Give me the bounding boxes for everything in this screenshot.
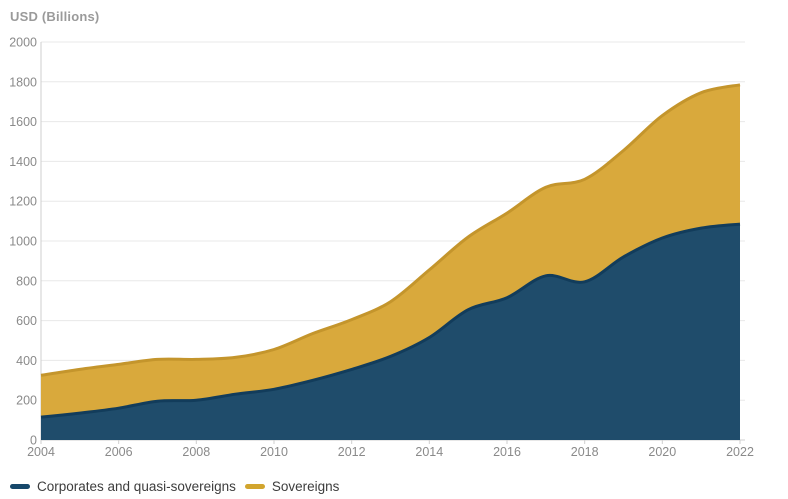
legend: Corporates and quasi-sovereigns Sovereig… xyxy=(10,479,339,494)
y-axis-label-800: 800 xyxy=(16,274,37,288)
legend-item-sovereigns: Sovereigns xyxy=(244,479,340,494)
y-axis-label-1000: 1000 xyxy=(9,235,37,249)
y-axis-label-1800: 1800 xyxy=(9,75,37,89)
y-axis-label-1600: 1600 xyxy=(9,115,37,129)
legend-marker-sovereigns-icon xyxy=(244,484,265,489)
x-axis-label-2012: 2012 xyxy=(338,445,366,459)
x-axis-label-2020: 2020 xyxy=(648,445,676,459)
y-axis-label-400: 400 xyxy=(16,354,37,368)
corporates-edge-line xyxy=(40,222,741,419)
x-axis-label-2008: 2008 xyxy=(182,445,210,459)
stacked-area-chart: 0 200 400 600 800 1000 1200 1400 1600 1800 2000 200… xyxy=(9,36,754,460)
legend-label-corporates: Corporates and quasi-sovereigns xyxy=(37,479,236,494)
x-axis-label-2016: 2016 xyxy=(493,445,521,459)
x-axis-label-2014: 2014 xyxy=(415,445,443,459)
y-axis-label-1200: 1200 xyxy=(9,195,37,209)
x-axis-label-2022: 2022 xyxy=(726,445,754,459)
x-axis-label-2004: 2004 xyxy=(27,445,55,459)
legend-marker-corporates-icon xyxy=(10,484,30,489)
legend-label-sovereigns: Sovereigns xyxy=(271,479,340,494)
legend-item-corporates: Corporates and quasi-sovereigns xyxy=(10,479,236,494)
corporates-area xyxy=(41,224,740,440)
x-axis-label-2010: 2010 xyxy=(260,445,288,459)
x-axis-label-2006: 2006 xyxy=(105,445,133,459)
sovereigns-edge-line xyxy=(40,83,741,377)
chart-title: USD (Billions) xyxy=(10,9,100,24)
y-axis-label-1400: 1400 xyxy=(9,155,37,169)
y-axis-label-2000: 2000 xyxy=(9,36,37,50)
y-axis-label-600: 600 xyxy=(16,314,37,328)
y-axis-label-200: 200 xyxy=(16,394,37,408)
x-axis-label-2018: 2018 xyxy=(571,445,599,459)
y-axis-label-0: 0 xyxy=(30,434,37,448)
sovereigns-area xyxy=(41,84,740,418)
